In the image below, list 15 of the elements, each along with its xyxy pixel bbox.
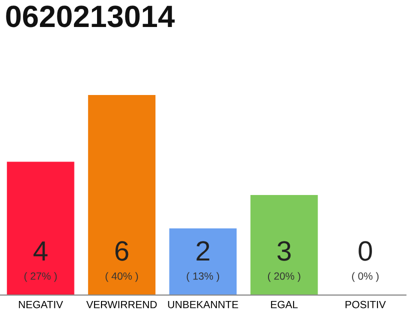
bar: [6, 162, 74, 296]
data-label: 0 ( 0% ): [352, 241, 379, 282]
data-label: 2 ( 13% ): [186, 241, 220, 282]
x-tick-label: EGAL: [271, 300, 298, 308]
bar: [169, 228, 237, 296]
data-label: 6 ( 40% ): [106, 241, 138, 282]
data-label: 3 ( 20% ): [268, 241, 300, 282]
x-tick-label: POSITIV: [346, 300, 386, 308]
chart-title: 0620213014: [6, 6, 175, 28]
x-tick-label: VERWIRREND: [86, 300, 157, 308]
bar: [88, 95, 156, 296]
data-label: 4 ( 27% ): [24, 241, 57, 282]
x-tick-label: NEGATIV: [18, 300, 64, 308]
x-tick-label: UNBEKANNTE: [168, 300, 238, 308]
bar: [250, 195, 318, 296]
